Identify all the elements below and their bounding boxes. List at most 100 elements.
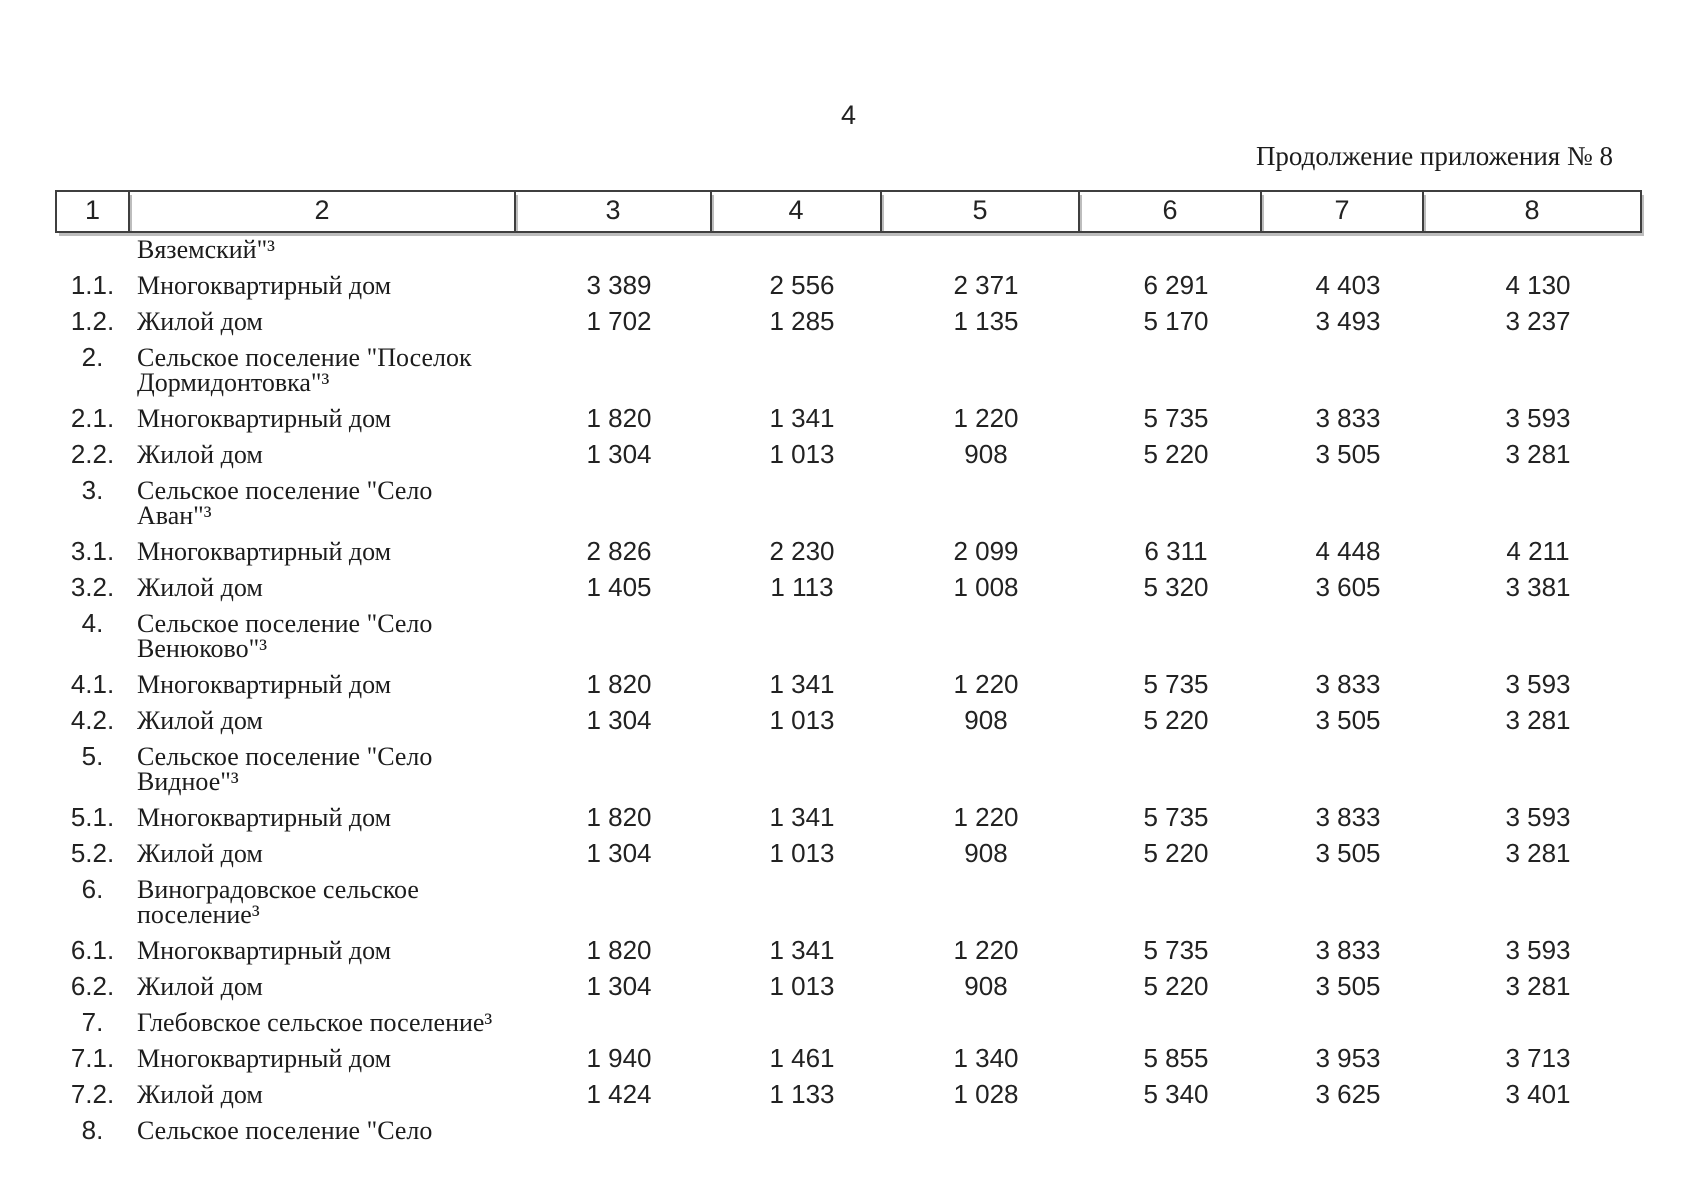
row-value [1423, 232, 1641, 268]
row-value [711, 739, 881, 800]
table-row: 6.1. Многоквартирный дом 1 820 1 341 1 220 5 … [56, 933, 1641, 969]
row-value [1423, 606, 1641, 667]
row-value: 1 304 [586, 439, 652, 469]
row-value [1423, 1005, 1641, 1041]
row-label: Жилой дом [137, 972, 263, 1001]
row-value [1079, 606, 1261, 667]
table-row: 2. Сельское поселение "Поселок Дормидонто… [56, 340, 1641, 401]
row-value: 908 [964, 971, 1008, 1001]
row-value: 4 130 [1505, 270, 1571, 300]
row-value: 1 341 [769, 935, 835, 965]
row-value: 3 281 [1505, 705, 1571, 735]
row-value: 3 389 [586, 270, 652, 300]
row-number: 7.1. [70, 1043, 115, 1073]
table-row: 4.2. Жилой дом 1 304 1 013 908 5 220 3 505 3 28… [56, 703, 1641, 739]
row-value: 1 304 [586, 705, 652, 735]
row-value [1261, 1005, 1423, 1041]
row-value [1423, 872, 1641, 933]
row-value: 1 820 [586, 403, 652, 433]
row-value: 908 [964, 705, 1008, 735]
row-value: 2 556 [769, 270, 835, 300]
row-number: 4.2. [70, 705, 115, 735]
row-value [515, 232, 711, 268]
row-value [1423, 340, 1641, 401]
row-value: 1 940 [586, 1043, 652, 1073]
row-number: 2. [81, 342, 104, 372]
row-value [515, 340, 711, 401]
row-value: 3 505 [1315, 838, 1381, 868]
row-value [1079, 1005, 1261, 1041]
row-label: Виноградовское сельское поселение³ [137, 875, 419, 929]
row-value [881, 340, 1079, 401]
table-header-cell: 6 [1078, 190, 1262, 233]
row-value [1261, 739, 1423, 800]
row-value: 3 281 [1505, 439, 1571, 469]
row-value [1261, 340, 1423, 401]
row-value: 4 403 [1315, 270, 1381, 300]
row-value [1261, 232, 1423, 268]
row-label: Многоквартирный дом [137, 404, 392, 433]
row-number: 7. [81, 1007, 104, 1037]
row-number: 2.1. [70, 403, 115, 433]
row-value [711, 872, 881, 933]
row-value [515, 1113, 711, 1149]
row-value: 1 304 [586, 971, 652, 1001]
row-value: 1 304 [586, 838, 652, 868]
table-body: Вяземский"³ 1.1. Многоквартирный дом 3 389 2… [56, 232, 1641, 1149]
table-header-cell: 1 [55, 190, 130, 233]
row-number: 6. [81, 874, 104, 904]
table-row: 6.2. Жилой дом 1 304 1 013 908 5 220 3 505 3 28… [56, 969, 1641, 1005]
row-value: 6 291 [1143, 270, 1209, 300]
row-label: Жилой дом [137, 706, 263, 735]
row-value [881, 606, 1079, 667]
page-number: 4 [840, 100, 857, 130]
row-value [881, 473, 1079, 534]
row-value: 1 424 [586, 1079, 652, 1109]
table-row: 8. Сельское поселение "Село [56, 1113, 1641, 1149]
row-value: 1 461 [769, 1043, 835, 1073]
row-value: 5 735 [1143, 669, 1209, 699]
row-number [56, 232, 129, 268]
row-number: 4.1. [70, 669, 115, 699]
table-row: 3.2. Жилой дом 1 405 1 113 1 008 5 320 3 605 3 … [56, 570, 1641, 606]
row-value: 5 220 [1143, 705, 1209, 735]
row-value [1423, 739, 1641, 800]
row-label: Сельское поселение "Село Венюково"³ [137, 609, 433, 663]
table-row: 5.1. Многоквартирный дом 1 820 1 341 1 220 5 … [56, 800, 1641, 836]
table-header-cell: 2 [128, 190, 516, 233]
row-value [515, 606, 711, 667]
row-value: 1 285 [769, 306, 835, 336]
row-label: Глебовское сельское поселение³ [137, 1008, 493, 1037]
table-header-cell: 5 [880, 190, 1080, 233]
row-label: Многоквартирный дом [137, 670, 392, 699]
continuation-note: Продолжение приложения № 8 [1255, 141, 1613, 171]
table-row: 4. Сельское поселение "Село Венюково"³ [56, 606, 1641, 667]
row-value: 3 505 [1315, 705, 1381, 735]
row-label: Сельское поселение "Поселок Дормидонтовк… [137, 343, 472, 397]
row-number: 2.2. [70, 439, 115, 469]
row-value: 3 833 [1315, 669, 1381, 699]
row-value: 1 341 [769, 669, 835, 699]
row-value: 3 593 [1505, 802, 1571, 832]
row-value: 1 220 [953, 935, 1019, 965]
table-row: 1.2. Жилой дом 1 702 1 285 1 135 5 170 3 493 3 … [56, 304, 1641, 340]
table-header-cell: 3 [514, 190, 712, 233]
table-row: Вяземский"³ [56, 232, 1641, 268]
row-value: 5 320 [1143, 572, 1209, 602]
row-label: Многоквартирный дом [137, 936, 392, 965]
row-value: 3 505 [1315, 439, 1381, 469]
row-value: 1 013 [769, 838, 835, 868]
row-label: Вяземский"³ [137, 235, 275, 264]
row-number: 7.2. [70, 1079, 115, 1109]
row-value [711, 473, 881, 534]
row-label: Сельское поселение "Село [137, 1116, 433, 1145]
row-value: 1 405 [586, 572, 652, 602]
table-row: 3. Сельское поселение "Село Аван"³ [56, 473, 1641, 534]
row-label: Сельское поселение "Село Видное"³ [137, 742, 433, 796]
row-value: 3 833 [1315, 935, 1381, 965]
table-header-cell: 7 [1260, 190, 1424, 233]
row-value: 1 341 [769, 802, 835, 832]
row-value: 1 820 [586, 802, 652, 832]
row-number: 3.1. [70, 536, 115, 566]
